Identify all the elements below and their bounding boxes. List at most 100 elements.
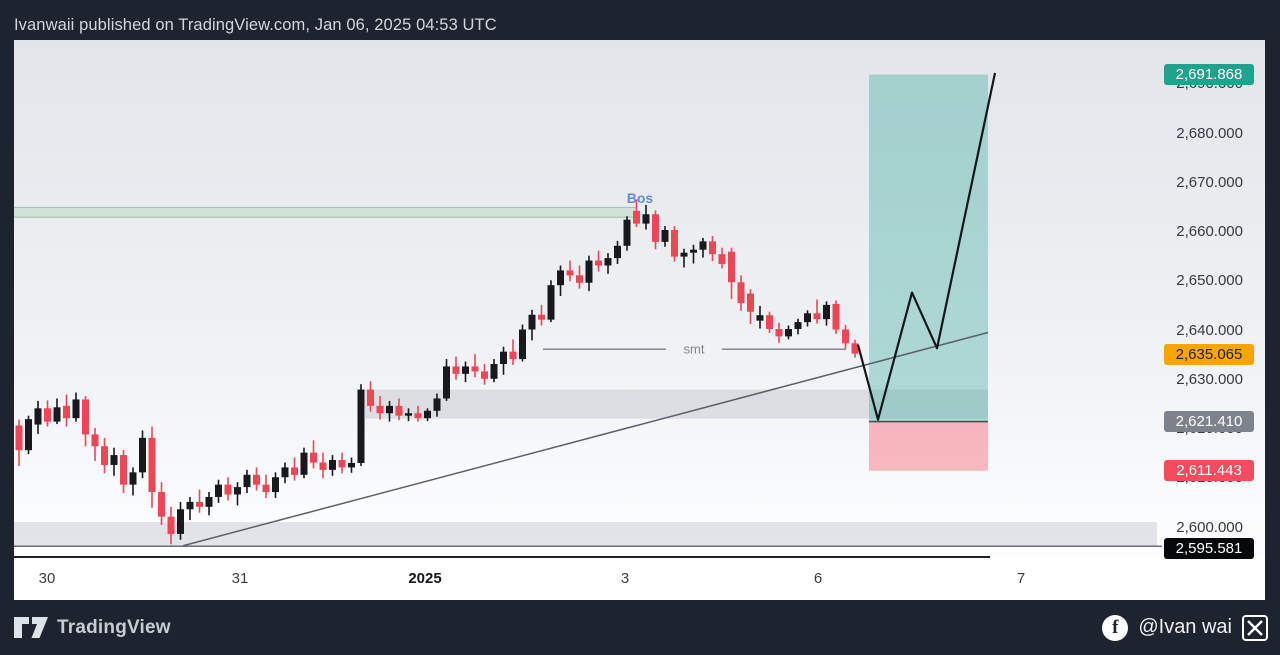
candle-body: [300, 452, 308, 475]
price-tick-label: 2,600.000: [1176, 518, 1243, 536]
candle-body: [680, 252, 688, 257]
candle-body: [34, 408, 42, 425]
candle-body: [63, 405, 70, 419]
low-price-label: 2,595.581: [1164, 538, 1254, 560]
candle-body: [243, 474, 251, 488]
candle-body: [433, 398, 441, 411]
price-tick-label: 2,650.000: [1176, 272, 1243, 290]
stop-price-label: 2,611.443: [1164, 460, 1254, 482]
attribution-text: Ivanwaii published on TradingView.com, J…: [14, 16, 497, 34]
candle-body: [747, 293, 754, 312]
candle-body: [177, 509, 184, 534]
attribution-bar: Ivanwaii published on TradingView.com, J…: [0, 0, 1280, 40]
chart-area[interactable]: Bos smt 2,690.0002,680.0002,670.0002,660…: [14, 40, 1265, 560]
candle-body: [338, 460, 346, 468]
price-tick-label: 2,670.000: [1176, 173, 1243, 191]
candle-body: [319, 462, 327, 470]
time-tick-label: 3: [620, 570, 630, 587]
candle-wick: [692, 244, 695, 264]
time-tick-label: 31: [231, 570, 249, 587]
candle-body: [519, 329, 526, 360]
candle-body: [528, 314, 536, 330]
time-axis: 30 31 2025 3 6 7: [14, 558, 1265, 600]
long-profit-box: [869, 74, 988, 422]
candle-body: [139, 437, 146, 473]
candle-body: [623, 219, 631, 246]
x-icon[interactable]: [1242, 614, 1268, 641]
candle-body: [576, 275, 583, 283]
projection-path: [856, 72, 997, 421]
candle-body: [120, 455, 127, 485]
author-handle[interactable]: @Ivan wai: [1138, 616, 1232, 638]
candle-body: [699, 241, 707, 250]
candle-body: [262, 484, 270, 493]
candle-body: [53, 407, 61, 422]
bos-supply-zone: [14, 207, 637, 218]
candle-body: [386, 405, 393, 414]
candle-body: [728, 251, 735, 283]
candle-body: [766, 315, 773, 330]
candle-body: [357, 389, 365, 463]
candle-body: [804, 313, 811, 323]
price-tick-label: 2,630.000: [1176, 370, 1243, 388]
candle-body: [329, 460, 336, 470]
candle-body: [595, 260, 602, 266]
price-tick-label: 2,680.000: [1176, 124, 1243, 142]
candle-body: [604, 258, 612, 266]
candle-body: [82, 399, 89, 435]
candle-body: [205, 496, 213, 507]
candle-body: [25, 419, 32, 451]
candle-body: [405, 413, 412, 416]
candle-body: [158, 492, 165, 517]
time-tick-label: 30: [38, 570, 56, 587]
candle-body: [281, 467, 289, 478]
candle-body: [490, 363, 498, 379]
tradingview-wordmark[interactable]: TradingView: [57, 616, 171, 638]
candle-body: [462, 366, 469, 374]
candle-body: [148, 437, 156, 493]
candle-body: [813, 313, 821, 320]
candle-body: [671, 230, 678, 257]
target-price-label: 2,691.868: [1164, 64, 1254, 86]
candle-body: [566, 270, 574, 276]
candle-body: [775, 329, 783, 337]
candle-body: [851, 343, 859, 354]
candle-body: [585, 260, 593, 283]
candle-body: [424, 410, 431, 419]
time-tick-label: 7: [1016, 570, 1026, 587]
candle-body: [614, 245, 621, 259]
candle-body: [547, 285, 555, 320]
candle-body: [443, 366, 450, 399]
candle-body: [785, 329, 792, 337]
candle-body: [756, 315, 764, 321]
last-price-label: 2,635.065: [1164, 343, 1254, 365]
candle-body: [196, 501, 203, 507]
candle-body: [842, 329, 849, 344]
candle-body: [538, 314, 545, 320]
candle-body: [234, 487, 241, 495]
candle-body: [167, 516, 175, 534]
candle-body: [186, 501, 194, 510]
candle-body: [129, 472, 137, 485]
tradingview-logo[interactable]: [14, 617, 48, 638]
candle-body: [291, 467, 298, 475]
smt-label: smt: [683, 341, 705, 357]
long-stop-box: [869, 421, 988, 471]
candle-wick: [683, 248, 685, 268]
candle-body: [414, 413, 422, 419]
candle-body: [15, 425, 23, 451]
candle-body: [737, 282, 745, 303]
facebook-icon[interactable]: f: [1102, 614, 1129, 641]
candle-body: [481, 371, 488, 379]
footer-bar: TradingView f @Ivan wai: [0, 600, 1280, 655]
candle-body: [471, 366, 479, 372]
chart-canvas[interactable]: [14, 40, 1265, 558]
candle-body: [224, 484, 232, 495]
candle-body: [823, 304, 830, 320]
price-tick-label: 2,640.000: [1176, 321, 1243, 339]
candle-body: [253, 474, 260, 485]
candle-body: [348, 462, 355, 468]
candle-body: [376, 405, 384, 414]
candle-body: [395, 405, 403, 416]
candle-body: [310, 452, 317, 463]
